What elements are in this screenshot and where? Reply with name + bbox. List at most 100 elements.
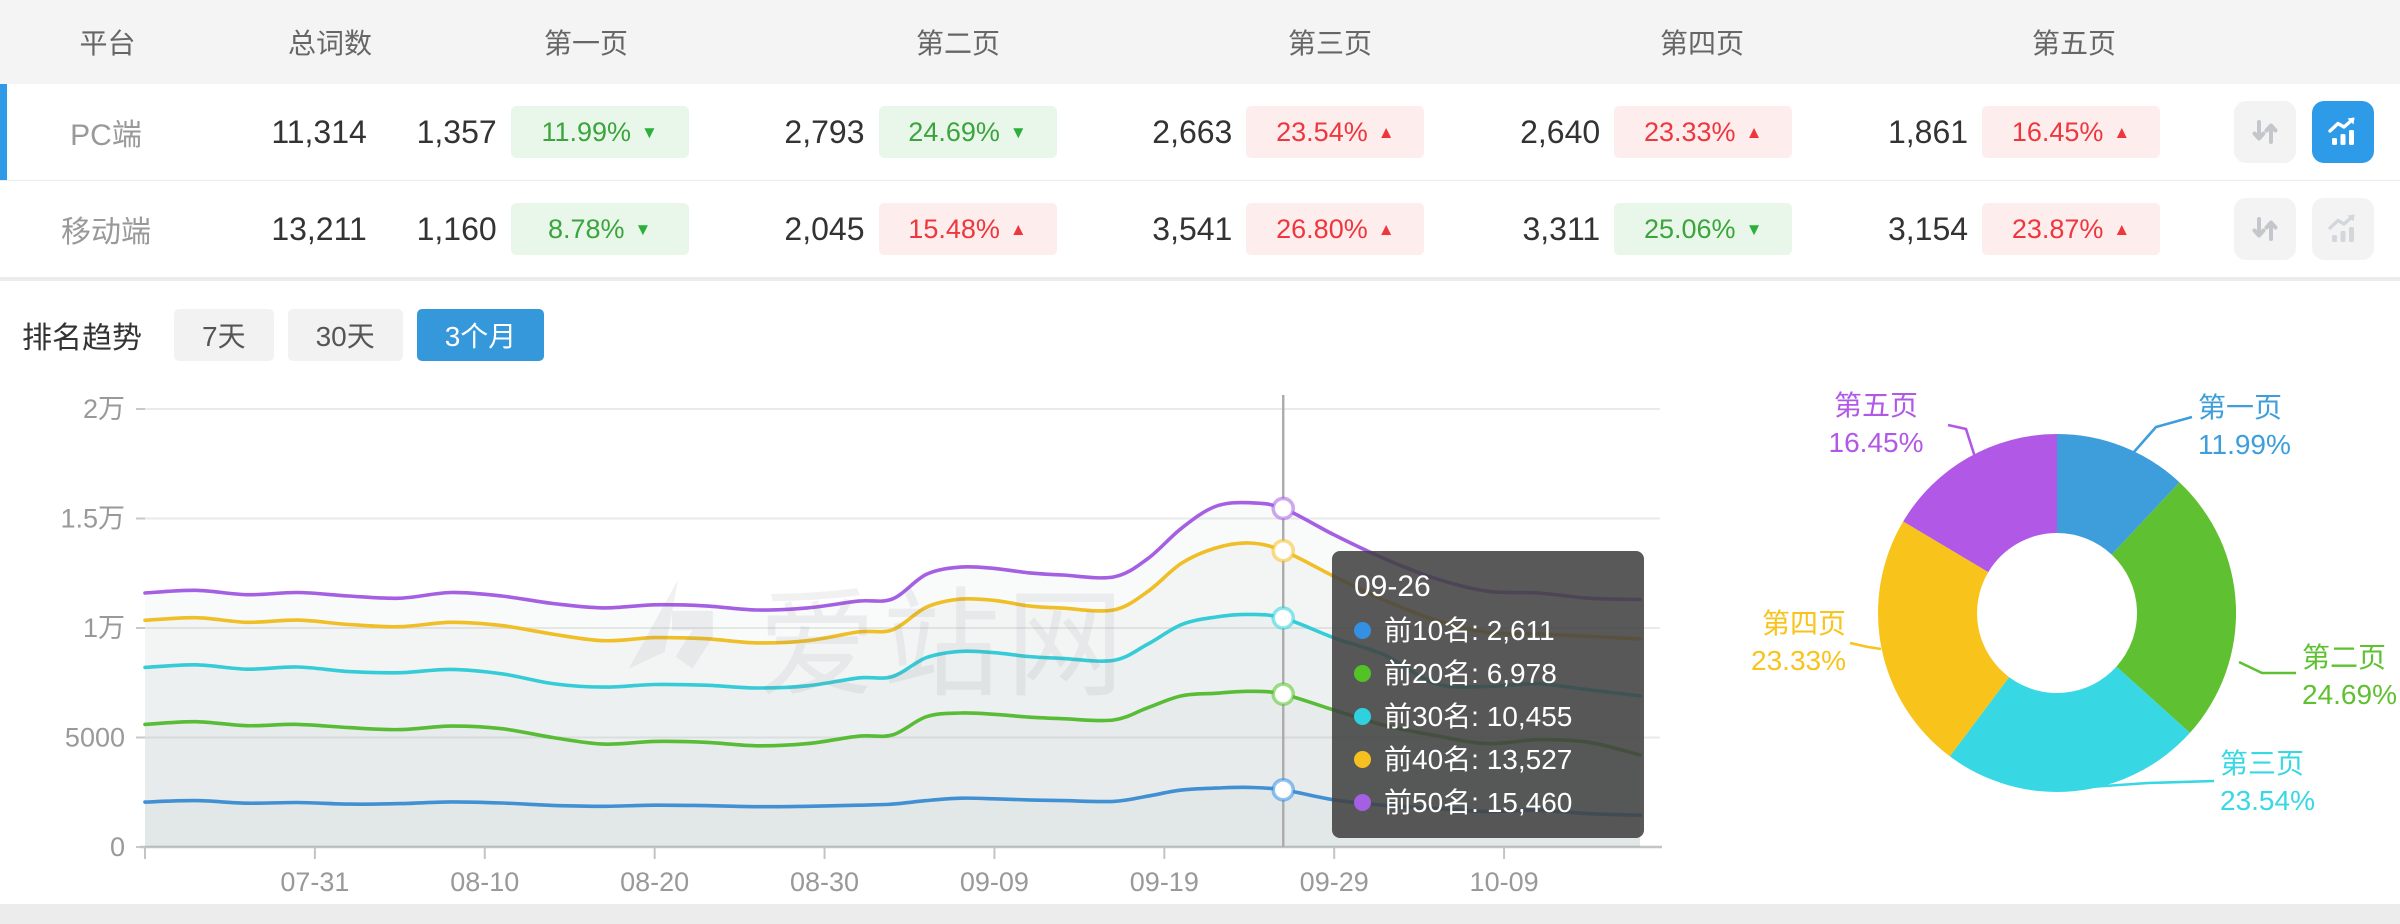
donut-slice-page3[interactable] <box>1949 666 2190 792</box>
page-2-count: 2,045 <box>784 210 865 247</box>
row-actions <box>2234 198 2400 260</box>
percent-value: 23.33% <box>1643 116 1736 147</box>
area-top40 <box>145 542 1640 847</box>
tooltip-item-top30: 前30名: 10,455 <box>1354 695 1622 738</box>
label-line-page1 <box>2125 415 2193 462</box>
page-3-count: 3,541 <box>1152 210 1233 247</box>
hover-marker-top40 <box>1271 538 1296 563</box>
rank-trend-line-chart[interactable]: 爱站网 050001万1.5万2万07-3108-1008-2008-3009-… <box>0 381 1700 904</box>
tooltip-item-text: 前20名: 6,978 <box>1384 658 1557 689</box>
y-axis-label: 1万 <box>83 613 125 643</box>
rank-trend-title: 排名趋势 <box>22 322 142 355</box>
table-header-row: 平台 总词数 第一页 第二页 第三页 第四页 第五页 <box>0 0 2400 84</box>
page-2-count: 2,793 <box>784 113 865 150</box>
donut-chart-svg[interactable] <box>1700 381 2400 904</box>
column-header-platform: 平台 <box>79 28 136 59</box>
tooltip-item-top40: 前40名: 13,527 <box>1354 738 1622 781</box>
page-1-percent-badge: 11.99% ▼ <box>510 106 689 158</box>
chart-tooltip: 09-26 前10名: 2,611 前20名: 6,978 前30名: 10,455… <box>1332 551 1644 838</box>
area-top20 <box>145 691 1640 847</box>
table-row-mobile[interactable]: 移动端 13,211 1,160 8.78% ▼ 2,045 15.48% ▲ 3,541 26.… <box>0 181 2400 278</box>
arrow-up-icon: ▲ <box>2113 122 2131 142</box>
x-axis-label: 08-30 <box>790 867 859 897</box>
trend-chart-icon <box>2328 117 2355 145</box>
arrow-down-icon: ▼ <box>1745 219 1763 239</box>
arrow-up-icon: ▲ <box>2113 219 2131 239</box>
area-top10 <box>145 787 1640 847</box>
trend-chart-icon <box>2328 214 2355 242</box>
line-top50[interactable] <box>143 500 1642 612</box>
donut-slice-page1[interactable] <box>2057 433 2180 555</box>
page-5-percent-badge: 16.45% ▲ <box>1982 106 2161 158</box>
sort-arrows-icon <box>2252 217 2278 241</box>
platform-name: 移动端 <box>61 216 151 249</box>
page-1-count: 1,357 <box>416 113 497 150</box>
donut-label-percent: 23.33% <box>1751 645 1846 676</box>
page-5-count: 3,154 <box>1887 210 1969 247</box>
page-2-cell: 2,793 24.69% ▼ <box>763 106 1131 158</box>
x-axis-label: 10-09 <box>1470 867 1539 897</box>
total-keywords-value: 13,211 <box>271 210 367 247</box>
arrow-up-icon: ▲ <box>1377 122 1395 142</box>
donut-slice-page5[interactable] <box>1903 434 2057 573</box>
percent-value: 15.48% <box>908 213 1000 244</box>
percent-value: 16.45% <box>2011 116 2104 147</box>
tab-period-3个月[interactable]: 3个月 <box>416 309 545 361</box>
page-distribution-donut-chart[interactable]: 第一页 11.99% 第二页 24.69% 第三页 23.54% 第四页 23.33% 第五页 1… <box>1700 381 2400 904</box>
donut-label-name: 第三页 <box>2220 748 2305 779</box>
donut-label-name: 第一页 <box>2198 392 2283 423</box>
row-actions <box>2234 101 2400 163</box>
donut-label-name: 第四页 <box>1761 608 1846 639</box>
donut-slice-page4[interactable] <box>1878 521 2010 757</box>
tooltip-item-top10: 前10名: 2,611 <box>1354 609 1622 652</box>
tooltip-item-text: 前50名: 15,460 <box>1384 787 1573 818</box>
line-chart-svg[interactable]: 0 5000 1万 1.5万 2万 07-31 08-10 08-20 08-30 09-09 09… <box>0 381 1700 904</box>
page-3-cell: 3,541 26.80% ▲ <box>1131 203 1499 255</box>
page-4-percent-badge: 25.06% ▼ <box>1614 203 1793 255</box>
trend-button[interactable] <box>2312 101 2375 163</box>
page-2-percent-badge: 24.69% ▼ <box>878 106 1057 158</box>
page-1-percent-badge: 8.78% ▼ <box>510 203 689 255</box>
arrow-down-icon: ▼ <box>641 122 658 142</box>
donut-label-percent: 16.45% <box>1828 427 1924 458</box>
page-3-count: 2,663 <box>1152 113 1233 150</box>
tab-period-7天[interactable]: 7天 <box>174 309 274 361</box>
percent-value: 26.80% <box>1276 213 1368 244</box>
sort-arrows-icon <box>2252 120 2278 144</box>
page-3-cell: 2,663 23.54% ▲ <box>1131 106 1499 158</box>
y-axis-label: 2万 <box>83 394 125 424</box>
sort-button[interactable] <box>2234 198 2297 260</box>
donut-label-percent: 11.99% <box>2198 429 2291 460</box>
page-4-cell: 2,640 23.33% ▲ <box>1498 106 1866 158</box>
page-2-cell: 2,045 15.48% ▲ <box>763 203 1131 255</box>
donut-label-page3: 第三页 23.54% <box>2220 745 2390 819</box>
tab-period-30天[interactable]: 30天 <box>287 309 403 361</box>
platform-name: PC端 <box>70 119 142 152</box>
tooltip-items: 前10名: 2,611 前20名: 6,978 前30名: 10,455 前40名: … <box>1354 609 1622 824</box>
percent-value: 8.78% <box>547 213 625 244</box>
table-row-pc[interactable]: PC端 11,314 1,357 11.99% ▼ 2,793 24.69% ▼ 2,663 23… <box>0 84 2400 181</box>
trend-button[interactable] <box>2312 198 2375 260</box>
y-axis-label: 1.5万 <box>60 504 125 534</box>
column-header-page-1: 第一页 <box>543 28 628 59</box>
hover-marker-top10 <box>1271 778 1296 802</box>
arrow-up-icon: ▲ <box>1745 122 1763 142</box>
percent-value: 23.87% <box>2011 213 2104 244</box>
page-4-percent-badge: 23.33% ▲ <box>1614 106 1793 158</box>
percent-value: 11.99% <box>541 116 632 147</box>
area-top30 <box>145 614 1640 847</box>
donut-label-page1: 第一页 11.99% <box>2198 389 2358 463</box>
series-dot-top10 <box>1354 622 1371 639</box>
sort-button[interactable] <box>2234 101 2297 163</box>
keyword-rank-table: 平台 总词数 第一页 第二页 第三页 第四页 第五页 PC端 11,314 1,357 11.99… <box>0 0 2400 278</box>
label-line-page2 <box>2238 660 2296 675</box>
percent-value: 23.54% <box>1276 116 1368 147</box>
series-dot-top20 <box>1354 665 1371 682</box>
column-header-page-4: 第四页 <box>1659 28 1744 59</box>
page-4-count: 2,640 <box>1520 113 1601 150</box>
page-5-percent-badge: 23.87% ▲ <box>1982 203 2161 255</box>
column-header-total: 总词数 <box>287 28 372 59</box>
donut-slice-page2[interactable] <box>2111 482 2237 733</box>
trend-toolbar: 排名趋势 7天 30天 3个月 <box>22 309 545 361</box>
